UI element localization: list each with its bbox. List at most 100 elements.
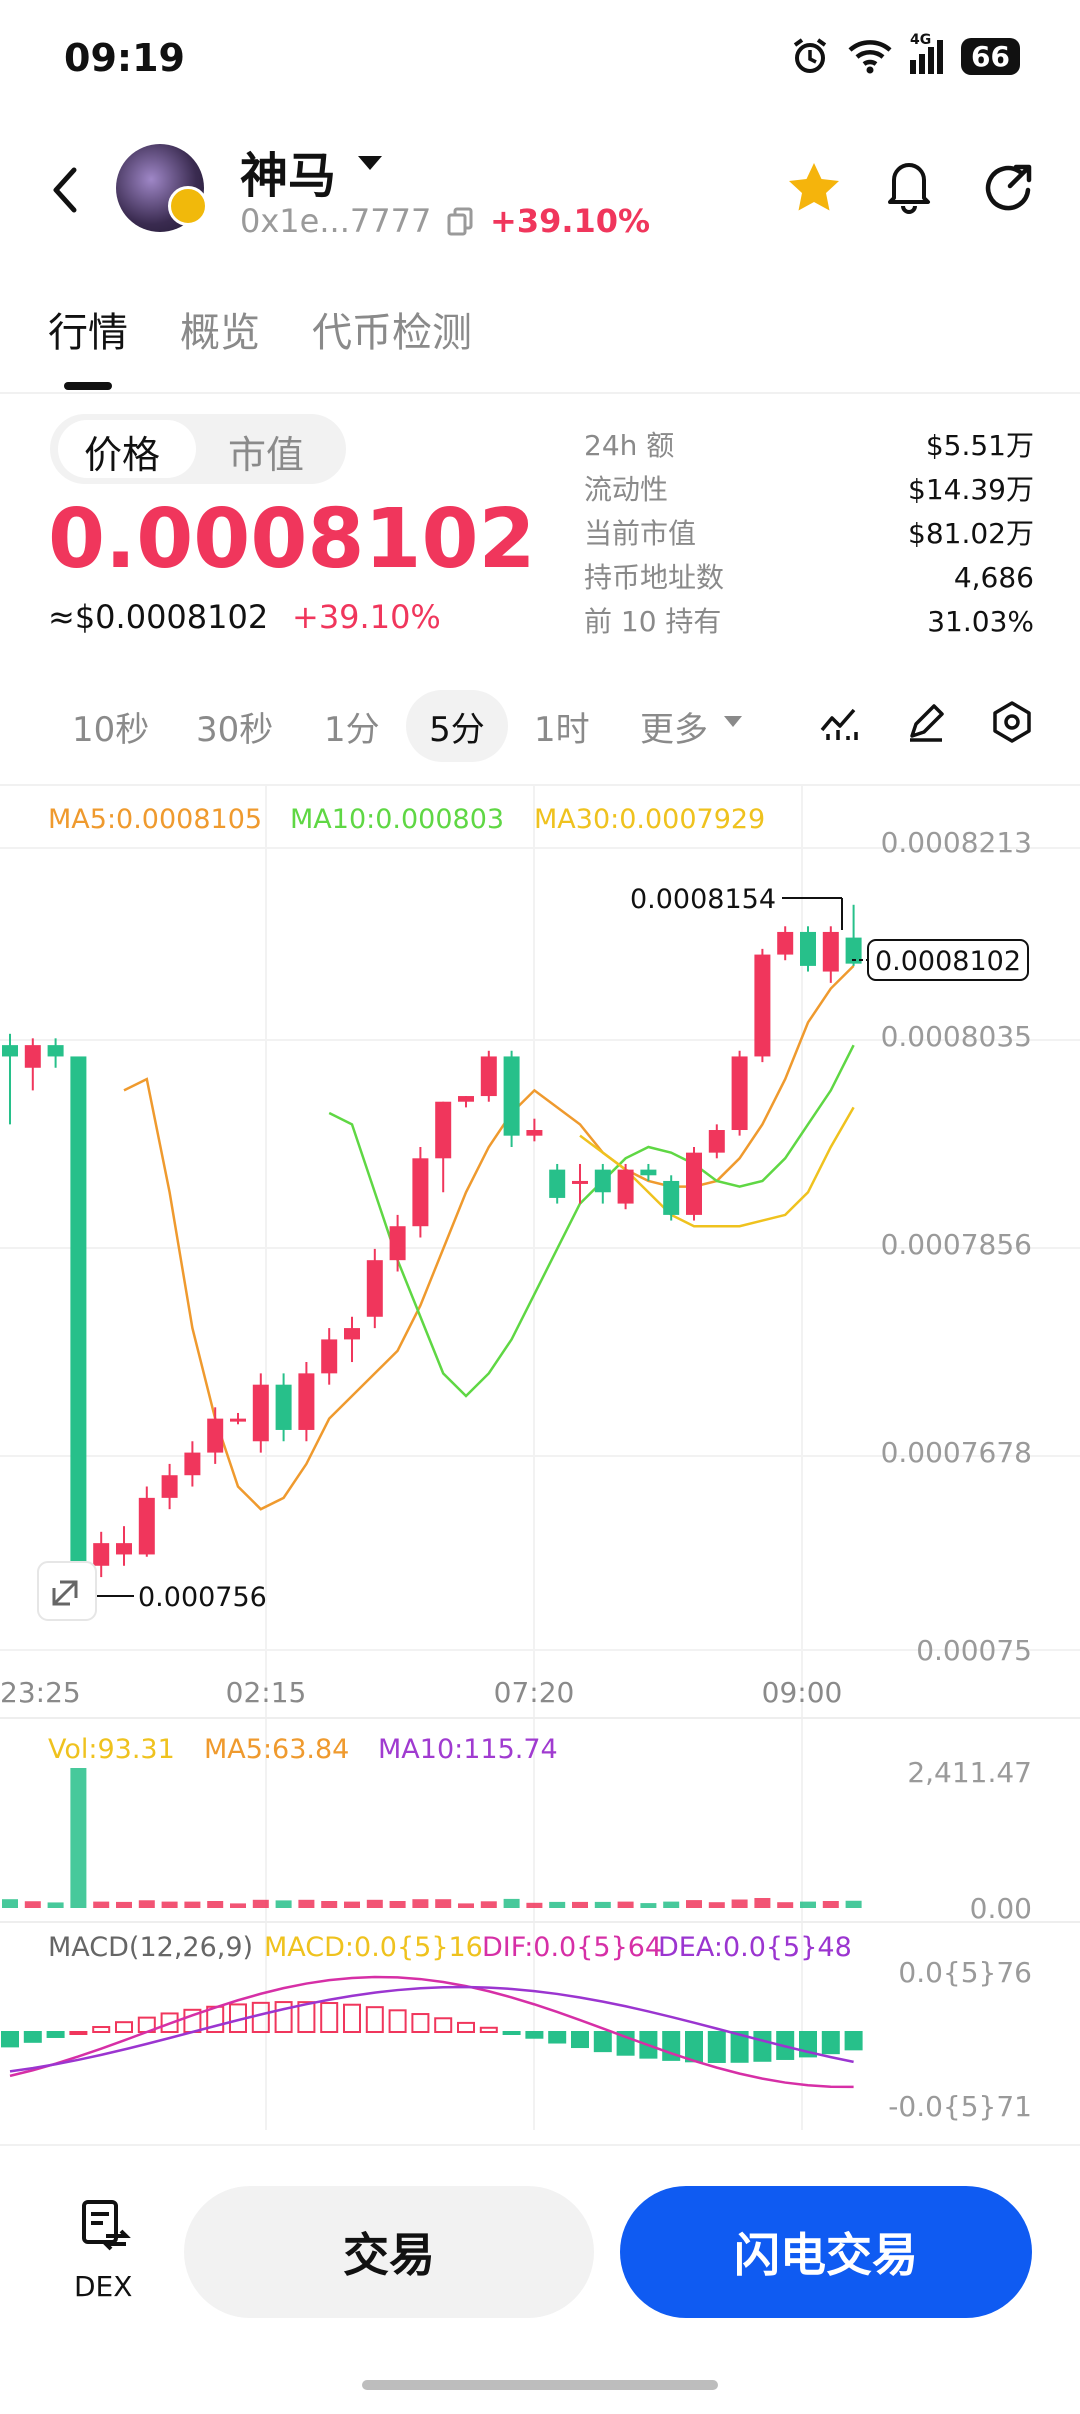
candle-body xyxy=(230,1418,246,1422)
tf-30s[interactable]: 30秒 xyxy=(196,709,274,750)
candle-body xyxy=(663,1180,680,1215)
tf-1h[interactable]: 1时 xyxy=(534,709,590,750)
macd-bar xyxy=(365,2006,384,2033)
tab-market[interactable]: 行情 xyxy=(48,310,128,356)
volume-bar xyxy=(252,1899,269,1908)
draw-pen-icon[interactable] xyxy=(904,700,948,744)
candle-body xyxy=(480,1056,497,1097)
candle-body xyxy=(275,1384,292,1430)
macd-bar xyxy=(753,2031,772,2062)
current-price-box xyxy=(867,939,1029,981)
expand-icon[interactable] xyxy=(52,1580,78,1606)
tf-5m[interactable]: 5分 xyxy=(406,690,508,762)
dex-label[interactable]: DEX xyxy=(74,2270,133,2303)
indicator-icon[interactable] xyxy=(818,700,862,744)
tab-token-check[interactable]: 代币检测 xyxy=(312,310,472,356)
stat-value: 31.03% xyxy=(927,605,1034,638)
volume-bar xyxy=(70,1768,87,1908)
alarm-icon xyxy=(793,38,827,73)
segment-mcap[interactable]: 市值 xyxy=(228,433,305,477)
macd-bar xyxy=(46,2031,65,2038)
ma10-line xyxy=(328,1044,855,1398)
star-icon[interactable] xyxy=(786,160,842,214)
macd-bar xyxy=(502,2031,521,2035)
macd-bar xyxy=(821,2031,840,2055)
stat-row: 流动性 $14.39万 xyxy=(584,468,1034,512)
copy-icon[interactable] xyxy=(446,206,474,236)
macd-bar xyxy=(274,2001,293,2034)
volume-bar xyxy=(207,1901,224,1908)
dex-icon[interactable] xyxy=(78,2196,132,2252)
candle-body xyxy=(458,1096,474,1102)
candle-body xyxy=(777,931,794,955)
volume-bar xyxy=(686,1900,702,1908)
bell-icon[interactable] xyxy=(884,154,934,214)
ma30-label: MA30:0.0007929 xyxy=(534,804,765,835)
flash-trade-button[interactable]: 闪电交易 xyxy=(620,2186,1032,2318)
macd-bar xyxy=(297,2001,316,2034)
tf-1m[interactable]: 1分 xyxy=(324,709,380,750)
price-axis-label: 0.0008213 xyxy=(881,826,1032,859)
macd-bar xyxy=(160,2012,179,2033)
candle-body xyxy=(298,1373,315,1430)
ma5-label: MA5:0.0008105 xyxy=(48,804,262,835)
segment-price[interactable]: 价格 xyxy=(84,433,161,477)
volume-bar xyxy=(640,1903,657,1908)
volume-bar xyxy=(822,1901,839,1908)
time-axis-label: 23:25 xyxy=(0,1676,81,1709)
candle-body xyxy=(640,1169,657,1176)
price-axis-label: 0.0008035 xyxy=(881,1020,1032,1053)
segment-active-bg xyxy=(58,420,196,478)
volume-bar xyxy=(161,1901,178,1908)
volume-bar xyxy=(800,1901,816,1908)
chevron-down-icon[interactable] xyxy=(358,156,382,170)
candles xyxy=(2,904,862,1578)
volume-bar xyxy=(298,1899,315,1908)
macd-bar xyxy=(457,2021,475,2033)
back-icon[interactable] xyxy=(46,162,86,218)
macd-bar xyxy=(343,2003,361,2033)
main-tabs: 行情 概览 代币检测 xyxy=(48,300,472,358)
home-indicator xyxy=(362,2380,718,2390)
macd-bar xyxy=(69,2031,88,2035)
candle-body xyxy=(845,937,862,964)
high-marker-label: 0.0008154 xyxy=(630,884,776,915)
network-type: 4G xyxy=(910,32,932,48)
dif-value: DIF:0.0{5}64 xyxy=(482,1932,662,1963)
macd-bar xyxy=(844,2031,863,2051)
volume-bar xyxy=(435,1899,452,1908)
trade-button[interactable]: 交易 xyxy=(184,2186,594,2318)
candle-body xyxy=(617,1169,634,1204)
settings-gear-icon[interactable] xyxy=(990,700,1034,744)
vol-axis-top: 2,411.47 xyxy=(907,1756,1032,1789)
stat-label: 当前市值 xyxy=(584,517,697,550)
candle-body xyxy=(800,931,816,966)
volume-bar xyxy=(275,1900,292,1908)
candle-body xyxy=(207,1418,224,1453)
time-axis-label: 07:20 xyxy=(494,1676,575,1709)
token-address: 0x1e...7777 xyxy=(240,202,432,240)
share-icon[interactable] xyxy=(980,160,1036,214)
volume-bar xyxy=(617,1901,634,1908)
volume-bar xyxy=(412,1899,429,1908)
candle-body xyxy=(93,1543,110,1566)
vol-axis-bottom: 0.00 xyxy=(970,1892,1032,1925)
time-axis-label: 09:00 xyxy=(762,1676,843,1709)
vol-label: Vol:93.31 xyxy=(48,1734,175,1765)
tf-10s[interactable]: 10秒 xyxy=(72,709,150,750)
volume-bar xyxy=(777,1902,794,1908)
tab-overview[interactable]: 概览 xyxy=(180,310,260,356)
tf-more[interactable]: 更多 xyxy=(640,709,708,750)
candlestick-chart[interactable]: MA5:0.0008105 MA10:0.000803 MA30:0.00079… xyxy=(0,786,1080,2140)
stat-value: 4,686 xyxy=(953,561,1034,594)
token-name[interactable]: 神马 xyxy=(240,148,337,204)
more-caret-icon[interactable] xyxy=(724,716,742,727)
low-marker-label: 0.000756 xyxy=(138,1582,267,1613)
vol-ma5-label: MA5:63.84 xyxy=(204,1734,349,1765)
macd-bar xyxy=(434,2017,453,2034)
ma10-label: MA10:0.000803 xyxy=(290,804,504,835)
stat-row: 前 10 持有 31.03% xyxy=(584,600,1034,644)
candle-body xyxy=(526,1130,543,1136)
volume-bar xyxy=(549,1901,566,1908)
macd-bar xyxy=(525,2031,544,2039)
